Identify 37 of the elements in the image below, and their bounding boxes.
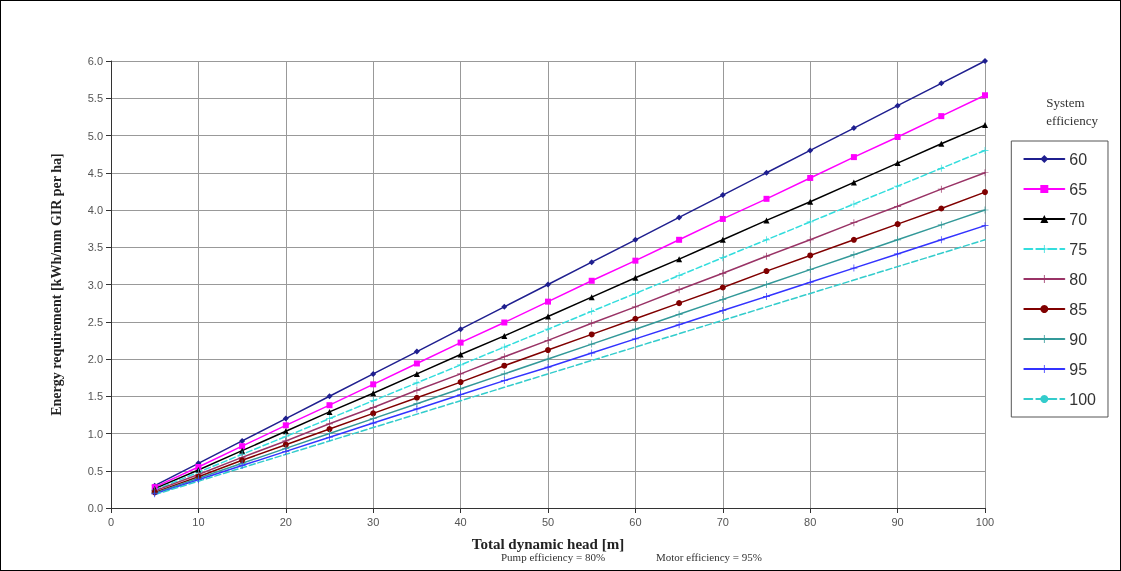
- x-tick-label: 70: [716, 515, 729, 528]
- x-axis-title: Total dynamic head [m]: [471, 535, 625, 552]
- x-tick-label: 80: [804, 515, 817, 528]
- y-tick-label: 6.0: [87, 55, 103, 67]
- y-tick-label: 5.5: [87, 92, 103, 105]
- y-tick-label: 4.5: [87, 166, 103, 179]
- x-tick-label: 50: [541, 515, 555, 528]
- legend-label: 70: [1069, 210, 1088, 228]
- x-tick-label: 20: [279, 515, 292, 528]
- y-tick-label: 1.0: [87, 427, 103, 440]
- legend-label: 75: [1069, 240, 1088, 258]
- y-tick-label: 4.0: [87, 204, 103, 216]
- legend-label: 80: [1069, 270, 1088, 288]
- y-tick-label: 0.0: [87, 502, 103, 514]
- x-tick-label: 30: [367, 515, 380, 528]
- y-axis-title: Energy requirement [kWh/mm GIR per ha]: [48, 153, 64, 416]
- x-tick-label: 100: [975, 515, 995, 528]
- x-tick-label: 40: [454, 515, 467, 528]
- legend-label: 100: [1069, 390, 1097, 408]
- legend-label: 90: [1069, 330, 1088, 348]
- x-tick-label: 0: [107, 515, 115, 528]
- y-tick-label: 5.0: [87, 129, 103, 142]
- x-tick-label: 10: [192, 515, 205, 528]
- legend-title: System efficiency: [1046, 94, 1099, 128]
- legend-label: 85: [1069, 300, 1088, 318]
- legend-label: 95: [1069, 360, 1088, 378]
- text: Motor efficiency = 95%: [656, 550, 762, 563]
- y-tick-label: 2.0: [87, 353, 103, 365]
- legend-label: 65: [1069, 180, 1088, 198]
- y-tick-label: 1.5: [87, 390, 103, 403]
- y-tick-label: 3.0: [87, 278, 103, 291]
- x-tick-label: 90: [891, 515, 904, 528]
- y-tick-label: 2.5: [87, 315, 103, 328]
- y-tick-label: 0.5: [87, 464, 103, 477]
- legend-label: 60: [1069, 150, 1088, 168]
- y-tick-label: 3.5: [87, 241, 103, 254]
- x-tick-label: 60: [629, 515, 642, 528]
